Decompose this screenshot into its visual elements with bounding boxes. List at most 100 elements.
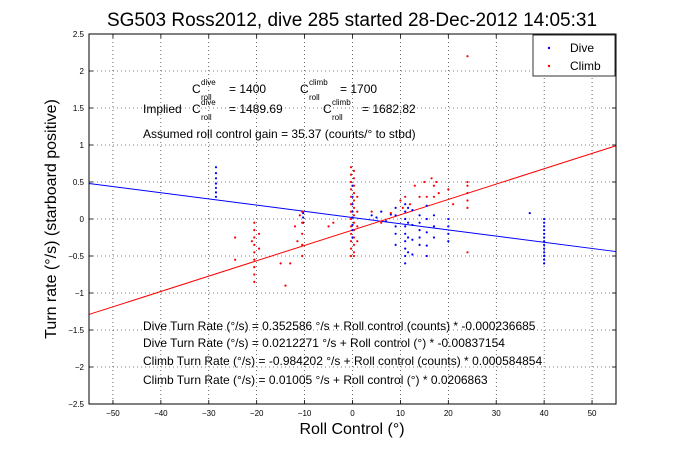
x-tick-label: −40: [154, 409, 168, 418]
implied-climb-letter: C: [323, 102, 332, 116]
dive-point: [432, 236, 436, 239]
climb-point: [349, 188, 353, 191]
climb-point: [435, 180, 438, 184]
dive-point: [351, 216, 354, 219]
equation-climb-degrees: Climb Turn Rate (°/s) = 0.01005 °/s + Ro…: [143, 373, 488, 387]
climb-point: [418, 195, 421, 198]
climb-point: [408, 203, 412, 206]
dive-series: [214, 166, 546, 265]
dive-point: [406, 236, 410, 239]
implied-dive-sub: roll: [201, 113, 212, 122]
dive-point: [380, 210, 383, 213]
climb-point: [293, 225, 297, 228]
climb-point: [356, 210, 359, 213]
climb-point: [253, 221, 256, 224]
dive-point: [418, 221, 421, 224]
climb-point: [301, 210, 304, 213]
climb-point: [349, 180, 353, 184]
dive-point: [432, 214, 436, 217]
climb-point: [234, 236, 237, 239]
dive-point: [370, 214, 373, 217]
dive-point: [404, 217, 407, 221]
climb-point: [301, 221, 304, 224]
dive-point: [394, 206, 397, 209]
implied-dive-sup: dive: [201, 98, 216, 107]
climb-point: [349, 195, 353, 198]
implied-dive-letter: C: [192, 102, 201, 116]
legend-climb-marker: [547, 64, 551, 68]
dive-point: [425, 244, 428, 247]
dive-point: [425, 217, 428, 221]
c-roll-annotations: C dive roll = 1400 C climb roll = 1700 I…: [143, 78, 416, 141]
implied-climb-sup: climb: [332, 98, 351, 107]
dive-point: [418, 229, 421, 232]
climb-point: [466, 206, 469, 209]
climb-point: [257, 232, 261, 235]
x-tick-label: 40: [540, 409, 549, 418]
climb-point: [352, 192, 356, 195]
dive-point: [302, 216, 305, 219]
climb-point: [349, 254, 353, 258]
climb-point: [401, 206, 404, 209]
climb-point: [253, 229, 256, 232]
dive-point: [214, 182, 218, 185]
x-tick-label: 10: [396, 409, 405, 418]
dive-point: [214, 191, 218, 194]
climb-point: [327, 225, 330, 228]
equation-climb-counts: Climb Turn Rate (°/s) = -0.984202 °/s + …: [143, 354, 542, 368]
y-tick-label: −0.5: [68, 252, 84, 261]
dive-point: [406, 251, 410, 254]
x-tick-label: 30: [492, 409, 501, 418]
y-tick-label: 2.5: [73, 30, 85, 39]
y-tick-label: 1: [80, 141, 85, 150]
dive-point: [394, 225, 397, 228]
climb-point: [352, 206, 356, 209]
y-tick-label: 1.5: [73, 104, 85, 113]
c-roll-climb-sub: roll: [309, 93, 320, 102]
climb-point: [432, 184, 436, 187]
dive-point: [543, 217, 546, 221]
dive-point: [447, 225, 450, 228]
dive-point: [394, 243, 397, 246]
dive-point: [214, 177, 218, 180]
climb-point: [352, 221, 356, 224]
climb-point: [349, 210, 353, 213]
climb-point: [253, 266, 256, 269]
dive-point: [411, 253, 414, 256]
dive-point: [404, 225, 407, 228]
climb-point: [349, 203, 353, 206]
dive-point: [394, 232, 397, 235]
climb-point: [253, 273, 256, 276]
dive-point: [411, 223, 414, 227]
climb-point: [423, 180, 426, 184]
climb-point: [352, 214, 356, 217]
climb-point: [298, 214, 301, 217]
y-axis-label: Turn rate (°/s) (starboard positive): [43, 99, 60, 339]
y-tick-label: −2: [75, 363, 85, 372]
climb-point: [380, 221, 383, 224]
climb-point: [349, 225, 353, 228]
dive-point: [543, 243, 546, 246]
y-tick-label: 2: [80, 67, 85, 76]
x-tick-label: −30: [202, 409, 216, 418]
x-tick-label: −10: [298, 409, 312, 418]
climb-point: [389, 211, 392, 215]
climb-point: [413, 184, 416, 187]
legend-box: [532, 34, 616, 77]
climb-point: [250, 240, 253, 243]
climb-point: [301, 254, 304, 258]
dive-point: [543, 254, 546, 258]
climb-point: [301, 232, 304, 235]
climb-point: [466, 180, 469, 184]
c-roll-climb-letter: C: [300, 82, 309, 96]
c-roll-dive-sub: roll: [201, 93, 212, 102]
dive-point: [404, 247, 407, 250]
climb-point: [466, 55, 469, 58]
dive-point: [543, 247, 546, 250]
climb-point: [466, 192, 469, 195]
dive-point: [528, 211, 531, 215]
climb-series: [234, 55, 469, 287]
dive-point: [406, 206, 410, 209]
climb-point: [301, 243, 304, 246]
equation-dive-degrees: Dive Turn Rate (°/s) = 0.0212271 °/s + R…: [143, 336, 505, 350]
